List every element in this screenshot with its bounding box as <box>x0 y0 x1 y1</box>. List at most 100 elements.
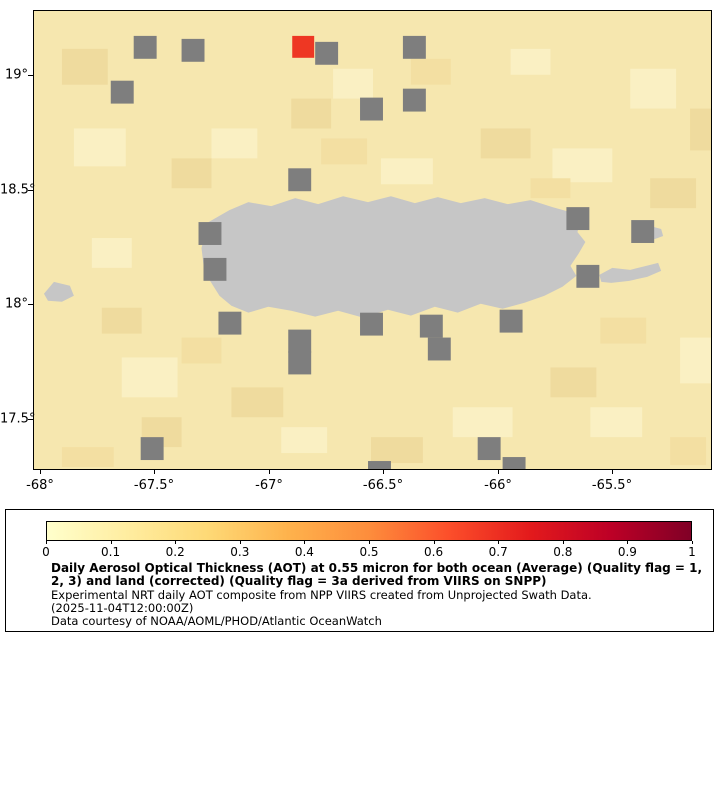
x-axis-tick-label: -67.5° <box>133 478 175 493</box>
y-axis-tick-label: 19° <box>4 67 28 83</box>
legend-description: Experimental NRT daily AOT composite fro… <box>51 588 592 602</box>
aot-speckle <box>680 337 711 384</box>
missing-data-cell <box>218 311 242 335</box>
aot-speckle <box>101 307 142 334</box>
legend-box: Daily Aerosol Optical Thickness (AOT) at… <box>5 509 714 632</box>
missing-data-cell <box>402 35 426 59</box>
x-axis-tick-label: -68° <box>26 478 54 493</box>
aot-speckle <box>321 138 368 165</box>
colorbar-tick-label: 0.1 <box>101 545 121 559</box>
aot-speckle <box>550 367 597 398</box>
x-axis-tick-label: -65.5° <box>591 478 633 493</box>
aot-speckle <box>510 48 551 75</box>
aot-speckle <box>281 427 328 454</box>
colorbar-tick <box>304 541 306 544</box>
missing-data-cell <box>502 457 526 469</box>
aot-speckle <box>211 128 258 159</box>
aot-speckle <box>410 58 451 85</box>
colorbar-tick <box>110 541 112 544</box>
aot-speckle <box>600 317 647 344</box>
x-axis-tick-label: -66.5° <box>362 478 404 493</box>
missing-data-cell <box>181 38 205 62</box>
missing-data-cell <box>631 220 655 243</box>
aot-speckle <box>121 357 178 398</box>
colorbar-tick <box>433 541 435 544</box>
colorbar-tick <box>369 541 370 544</box>
missing-data-cell <box>203 257 227 281</box>
aot-speckle <box>371 437 423 464</box>
missing-data-cell <box>360 97 383 121</box>
y-axis-tick <box>28 419 33 420</box>
colorbar-tick <box>692 541 693 544</box>
missing-data-cell <box>576 264 600 288</box>
aot-speckle <box>650 178 697 209</box>
aot-speckle <box>690 108 711 151</box>
colorbar-tick <box>175 541 177 544</box>
aot-map <box>33 10 712 470</box>
colorbar-tick-label: 0.9 <box>617 545 637 559</box>
aot-speckle <box>590 407 643 438</box>
aot-hotspot-cell <box>292 35 315 58</box>
x-axis-tick-label: -67° <box>255 478 283 493</box>
colorbar-tick-label: 0.3 <box>230 545 250 559</box>
colorbar-tick-label: 0.2 <box>165 545 185 559</box>
aot-speckle <box>630 68 677 109</box>
missing-data-cell <box>566 207 590 231</box>
aot-speckle <box>171 158 212 189</box>
missing-data-cell <box>427 337 451 361</box>
y-axis-tick <box>28 190 33 191</box>
aot-speckle <box>480 128 531 159</box>
missing-data-cell <box>288 329 312 353</box>
colorbar-tick-label: 0.4 <box>294 545 314 559</box>
colorbar-tick <box>627 541 629 544</box>
colorbar-tick-label: 0.6 <box>424 545 444 559</box>
aot-speckle <box>291 98 332 129</box>
aot-speckle <box>530 178 571 199</box>
x-axis-tick <box>40 470 41 474</box>
aot-speckle <box>181 337 222 364</box>
legend-timestamp: (2025-11-04T12:00:00Z) <box>51 600 194 615</box>
aot-speckle <box>73 128 126 167</box>
aot-speckle <box>333 68 373 99</box>
y-axis-tick <box>28 75 33 76</box>
missing-data-cell <box>368 461 391 469</box>
x-axis-tick <box>383 470 384 474</box>
colorbar-tick-label: 0.7 <box>488 545 508 559</box>
missing-data-cell <box>402 88 426 112</box>
aot-speckle <box>452 407 513 438</box>
aot-speckle <box>91 238 132 268</box>
colorbar-tick-label: 0.5 <box>359 545 379 559</box>
aot-speckle <box>552 148 613 183</box>
island-puerto-rico <box>201 196 586 318</box>
missing-data-cell <box>133 35 157 59</box>
x-axis-tick <box>154 470 155 474</box>
x-axis-tick <box>269 470 270 474</box>
missing-data-cell <box>499 309 523 333</box>
aot-raster-map <box>34 11 711 469</box>
island-vieques <box>599 262 662 283</box>
colorbar-tick <box>562 541 564 544</box>
aot-colorbar <box>46 521 692 541</box>
legend-credit: Data courtesy of NOAA/AOML/PHOD/Atlantic… <box>51 613 382 628</box>
aot-speckle <box>61 48 108 85</box>
legend-title: Daily Aerosol Optical Thickness (AOT) at… <box>51 561 703 588</box>
aot-speckle <box>231 387 284 418</box>
y-axis-tick-label: 18° <box>4 296 28 312</box>
island-mona <box>43 281 74 302</box>
colorbar-tick <box>498 541 500 544</box>
missing-data-cell <box>477 437 501 461</box>
x-axis-tick-label: -66° <box>484 478 512 493</box>
missing-data-cell <box>110 80 134 104</box>
x-axis-tick <box>498 470 499 474</box>
colorbar-tick-label: 0.8 <box>553 545 573 559</box>
missing-data-cell <box>140 437 164 461</box>
missing-data-cell <box>288 168 312 192</box>
legend-text: Daily Aerosol Optical Thickness (AOT) at… <box>51 562 703 627</box>
missing-data-cell <box>198 222 222 245</box>
colorbar-tick <box>239 541 241 544</box>
missing-data-cell <box>315 41 339 65</box>
missing-data-cell <box>288 351 312 375</box>
y-axis-tick-label: 17.5° <box>0 411 36 427</box>
aot-speckle <box>380 158 433 185</box>
